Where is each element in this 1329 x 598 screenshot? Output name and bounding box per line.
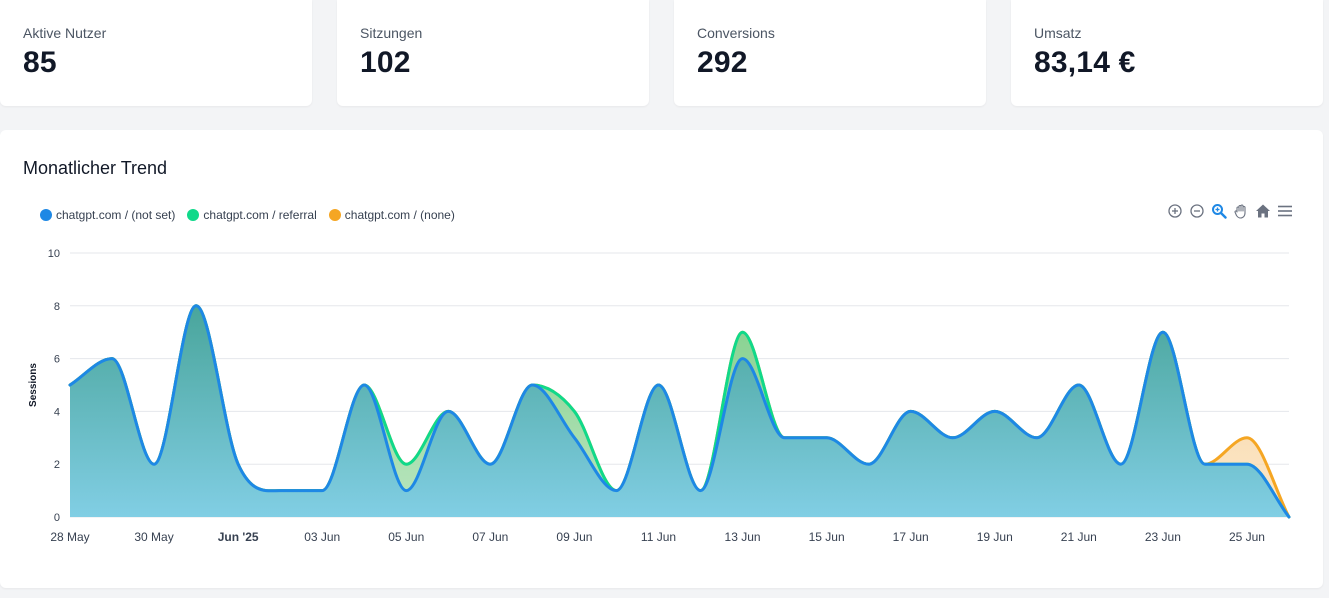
area-chart[interactable]: 0 2 4 6 8 10 Sessions 28 May 30 May Jun '25 03 Jun… (0, 130, 1323, 588)
y-tick-label: 6 (54, 354, 60, 366)
magnifier-icon[interactable] (1208, 201, 1230, 221)
series-line-not-set (68, 304, 1291, 519)
kpi-label: Umsatz (1034, 25, 1082, 41)
kpi-value: 83,14 € (1034, 46, 1136, 79)
x-tick-label: 09 Jun (556, 530, 592, 544)
chart-legend: chatgpt.com / (not set) chatgpt.com / re… (40, 207, 467, 223)
kpi-value: 102 (360, 46, 411, 79)
kpi-value: 292 (697, 46, 748, 79)
legend-item-not-set[interactable]: chatgpt.com / (not set) (40, 208, 175, 222)
chart-title: Monatlicher Trend (23, 158, 168, 178)
legend-marker (40, 209, 52, 221)
kpi-card-revenue: Umsatz 83,14 € (1011, 0, 1323, 106)
legend-item-none[interactable]: chatgpt.com / (none) (328, 208, 455, 222)
kpi-card-sessions: Sitzungen 102 (337, 0, 649, 106)
hamburger-menu-icon[interactable] (1274, 201, 1296, 221)
x-tick-label: Jun '25 (218, 530, 259, 544)
y-tick-label: 8 (54, 301, 60, 313)
legend-label: chatgpt.com / (not set) (56, 208, 176, 222)
kpi-label: Aktive Nutzer (23, 25, 107, 41)
x-tick-label: 25 Jun (1229, 530, 1265, 544)
x-tick-label: 19 Jun (977, 530, 1013, 544)
x-tick-label: 30 May (134, 530, 173, 544)
kpi-label: Conversions (697, 25, 775, 41)
x-tick-label: 13 Jun (725, 530, 761, 544)
home-icon[interactable] (1252, 201, 1274, 221)
y-tick-label: 4 (54, 406, 60, 418)
kpi-value: 85 (23, 46, 57, 79)
chart-toolbar (1164, 201, 1296, 221)
kpi-label: Sitzungen (360, 25, 423, 41)
x-tick-label: 23 Jun (1145, 530, 1181, 544)
y-axis-title: Sessions (28, 363, 39, 407)
x-tick-label: 21 Jun (1061, 530, 1097, 544)
x-tick-label: 03 Jun (304, 530, 340, 544)
axis-layer: 0 2 4 6 8 10 Sessions 28 May 30 May Jun '25 03 Jun… (28, 248, 1265, 544)
y-tick-label: 10 (48, 248, 60, 260)
chart-card: Monatlicher Trend chatgpt.com / (not set… (0, 130, 1323, 588)
hand-icon[interactable] (1230, 201, 1252, 221)
y-tick-label: 2 (54, 459, 60, 471)
x-tick-label: 07 Jun (472, 530, 508, 544)
legend-label: chatgpt.com / referral (203, 208, 317, 222)
zoom-out-icon[interactable] (1186, 201, 1208, 221)
legend-label: chatgpt.com / (none) (344, 208, 455, 222)
x-tick-label: 11 Jun (641, 530, 676, 544)
x-tick-label: 15 Jun (809, 530, 845, 544)
legend-marker (187, 209, 200, 221)
y-tick-label: 0 (54, 512, 60, 524)
area-layer (68, 304, 1291, 519)
x-tick-label: 17 Jun (893, 530, 929, 544)
kpi-card-conversions: Conversions 292 (674, 0, 986, 106)
legend-item-referral[interactable]: chatgpt.com / referral (187, 208, 317, 222)
legend-marker (328, 209, 341, 221)
x-tick-label: 05 Jun (388, 530, 424, 544)
kpi-card-active-users: Aktive Nutzer 85 (0, 0, 312, 106)
kpi-row: Aktive Nutzer 85 Sitzungen 102 Conversio… (0, 0, 1329, 106)
zoom-in-icon[interactable] (1164, 201, 1186, 221)
x-tick-label: 28 May (50, 530, 89, 544)
series-area-not-set (70, 305, 1289, 517)
